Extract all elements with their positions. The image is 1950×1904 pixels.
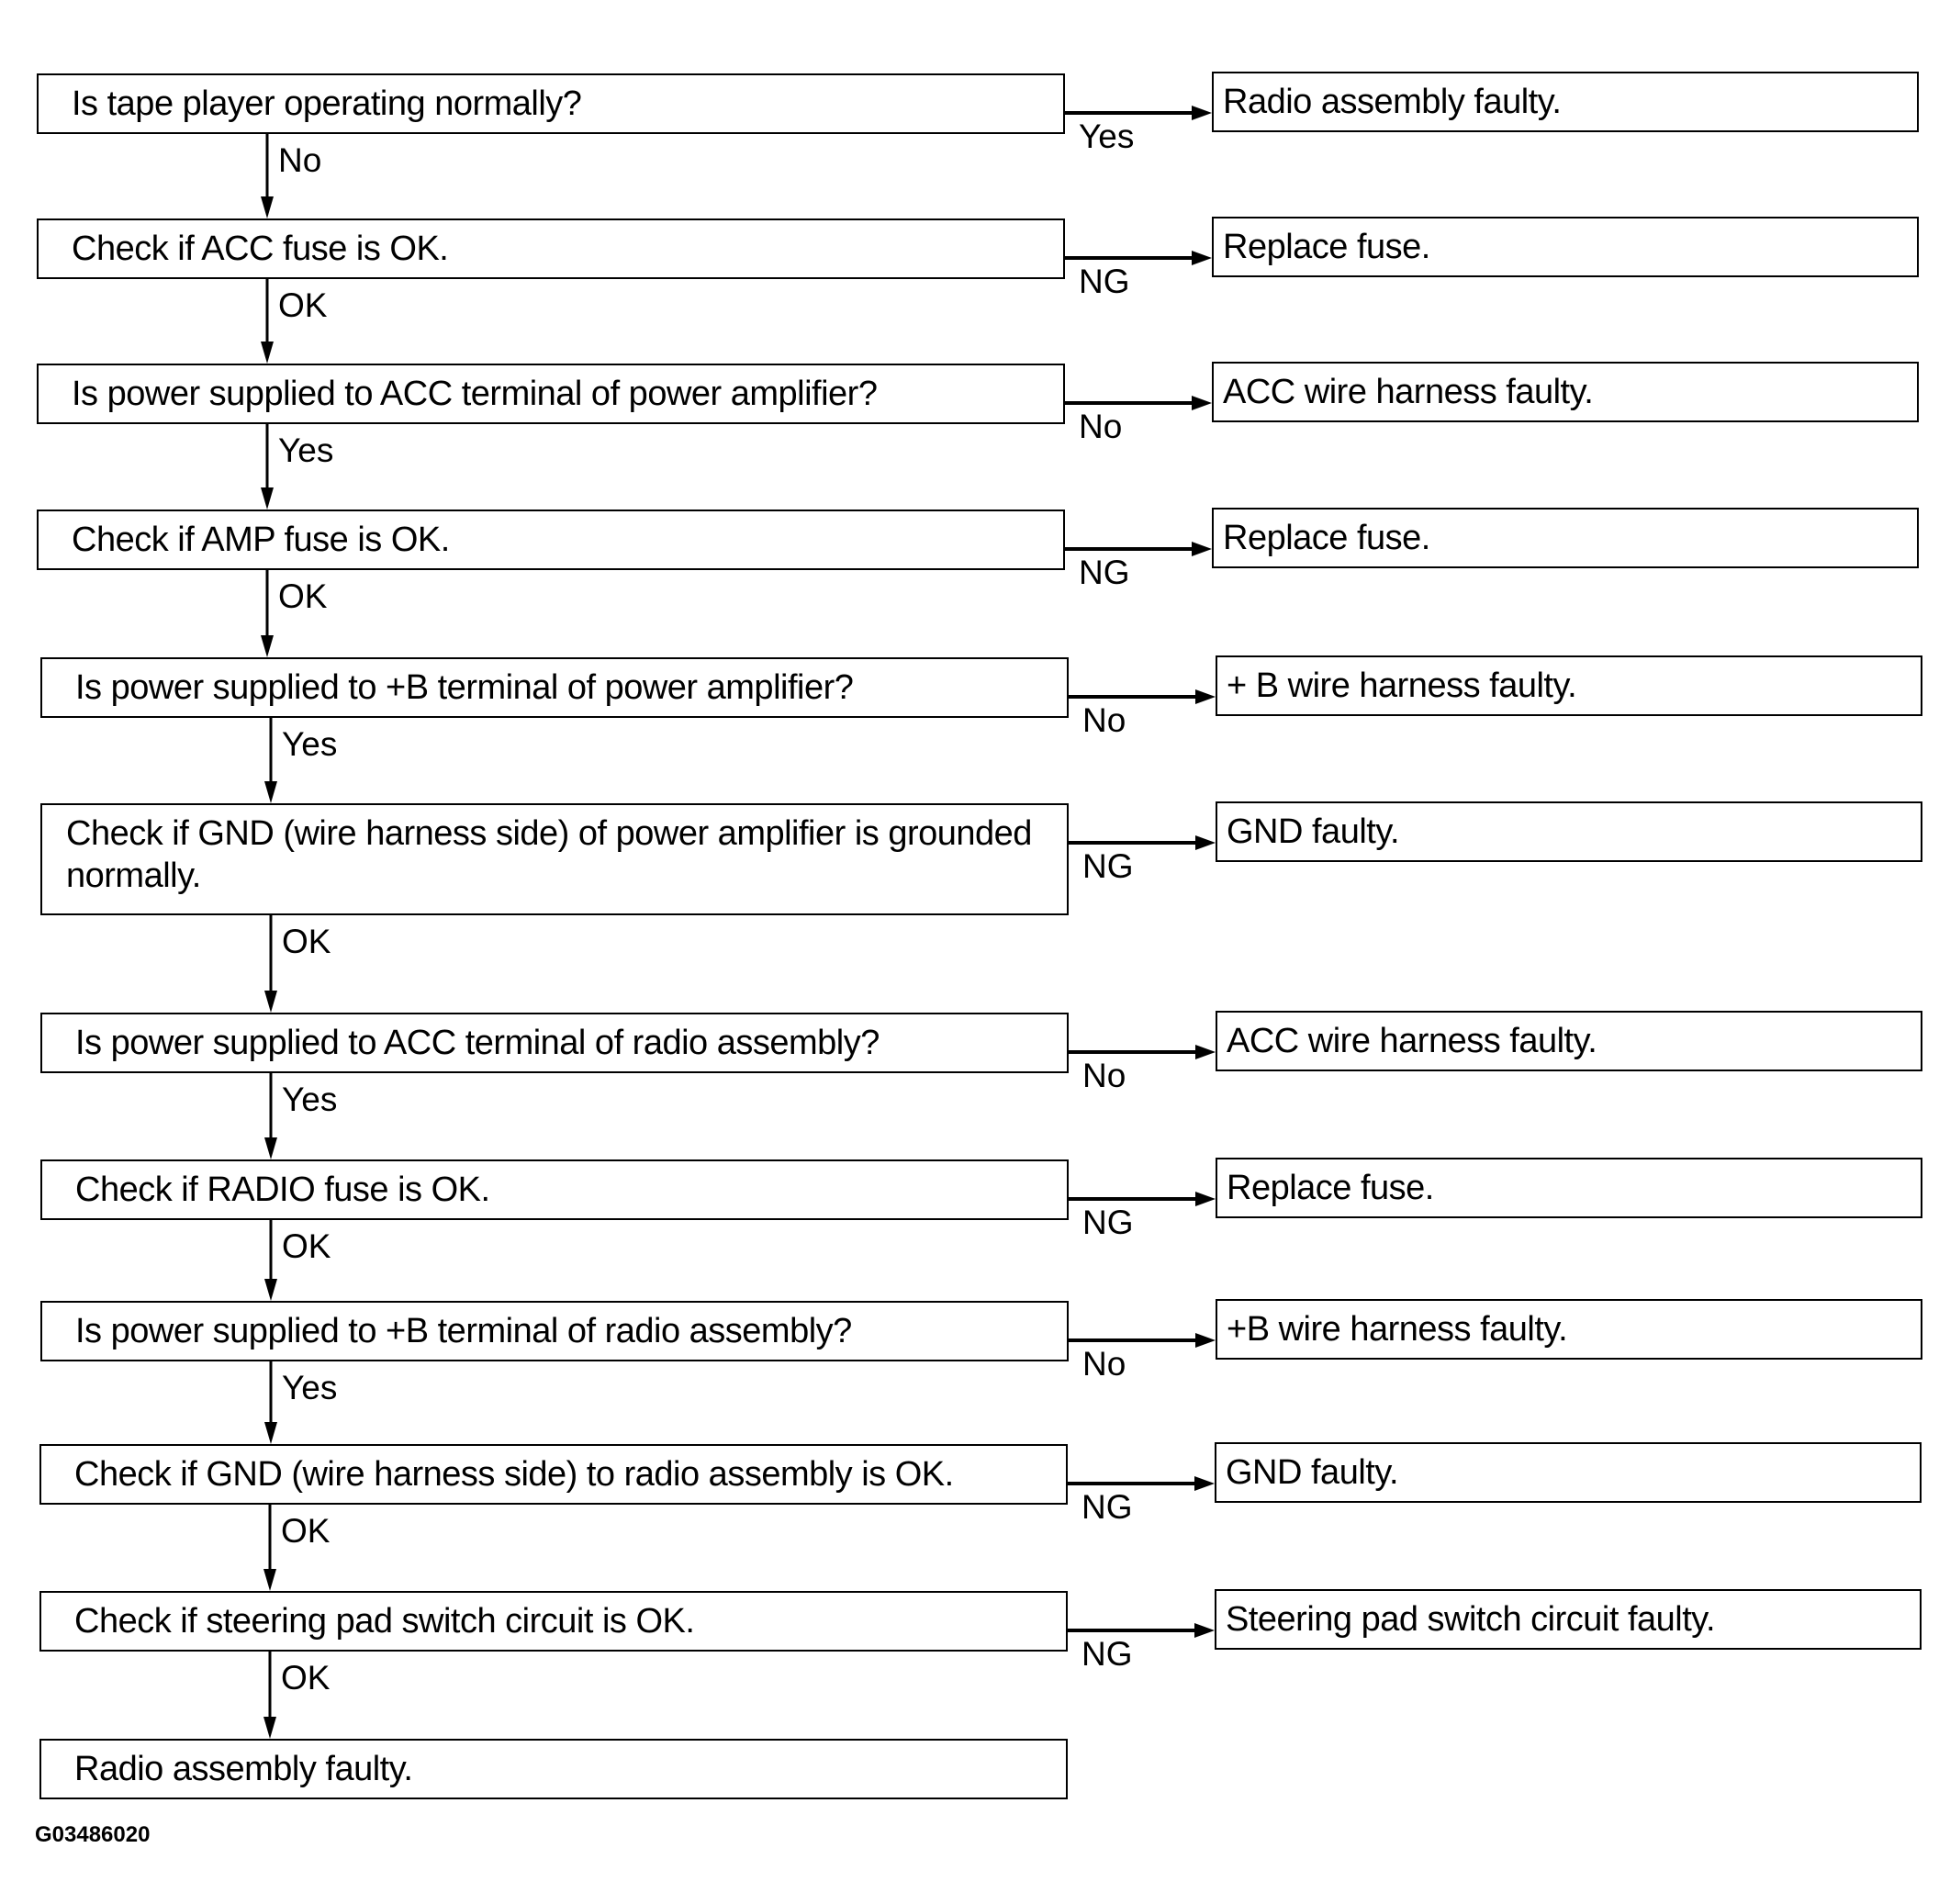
result-box: Steering pad switch circuit faulty. xyxy=(1215,1589,1922,1650)
arrowhead-icon xyxy=(1192,106,1212,120)
arrowhead-icon xyxy=(1192,542,1212,556)
step-box: Is power supplied to +B terminal of radi… xyxy=(40,1301,1069,1361)
branch-label: No xyxy=(1082,1057,1126,1094)
result-box: Replace fuse. xyxy=(1212,217,1919,277)
step-box: Radio assembly faulty. xyxy=(39,1739,1068,1799)
step-box: Is tape player operating normally? xyxy=(37,73,1065,134)
flow-label: Yes xyxy=(278,431,334,469)
result-box: GND faulty. xyxy=(1216,801,1922,862)
flow-label: OK xyxy=(278,286,328,324)
result-box: GND faulty. xyxy=(1215,1442,1922,1503)
result-box: Replace fuse. xyxy=(1212,508,1919,568)
arrowhead-icon xyxy=(263,1717,276,1739)
branch-label: NG xyxy=(1079,554,1130,591)
result-box: Radio assembly faulty. xyxy=(1212,72,1919,132)
flow-label: No xyxy=(278,141,322,179)
result-box: ACC wire harness faulty. xyxy=(1212,362,1919,422)
step-box: Check if RADIO fuse is OK. xyxy=(40,1159,1069,1220)
arrowhead-icon xyxy=(1195,1045,1216,1059)
arrowhead-icon xyxy=(264,1279,277,1301)
branch-label: NG xyxy=(1082,847,1134,885)
arrowhead-icon xyxy=(261,635,274,657)
flow-label: OK xyxy=(281,1512,331,1550)
flow-label: Yes xyxy=(282,1081,338,1118)
arrowhead-icon xyxy=(264,991,277,1013)
branch-label: NG xyxy=(1082,1204,1134,1241)
flow-label: Yes xyxy=(282,1369,338,1406)
branch-label: No xyxy=(1082,1345,1126,1383)
arrowhead-icon xyxy=(1194,1476,1215,1491)
branch-label: NG xyxy=(1081,1635,1133,1673)
branch-label: Yes xyxy=(1079,118,1135,155)
result-box: + B wire harness faulty. xyxy=(1216,655,1922,716)
figure-code: G03486020 xyxy=(35,1822,151,1847)
step-box: Is power supplied to ACC terminal of rad… xyxy=(40,1013,1069,1073)
arrowhead-icon xyxy=(1192,396,1212,410)
branch-label: NG xyxy=(1079,263,1130,300)
flow-label: OK xyxy=(281,1659,331,1697)
arrowhead-icon xyxy=(264,1422,277,1444)
result-box: +B wire harness faulty. xyxy=(1216,1299,1922,1360)
arrowhead-icon xyxy=(264,781,277,803)
flow-label: OK xyxy=(282,1227,331,1265)
step-box: Check if AMP fuse is OK. xyxy=(37,510,1065,570)
arrowhead-icon xyxy=(261,342,274,364)
arrowhead-icon xyxy=(1195,1192,1216,1206)
arrowhead-icon xyxy=(1194,1623,1215,1638)
branch-label: NG xyxy=(1081,1488,1133,1526)
arrowhead-icon xyxy=(261,487,274,510)
arrowhead-icon xyxy=(263,1569,276,1591)
result-box: ACC wire harness faulty. xyxy=(1216,1011,1922,1071)
arrowhead-icon xyxy=(1195,835,1216,850)
arrowhead-icon xyxy=(1195,1333,1216,1348)
branch-label: No xyxy=(1082,701,1126,739)
arrowhead-icon xyxy=(261,196,274,218)
branch-label: No xyxy=(1079,408,1123,445)
arrowhead-icon xyxy=(1192,251,1212,265)
step-box: Is power supplied to +B terminal of powe… xyxy=(40,657,1069,718)
step-box: Check if GND (wire harness side) to radi… xyxy=(39,1444,1068,1505)
arrowhead-icon xyxy=(1195,689,1216,704)
step-box: Check if GND (wire harness side) of powe… xyxy=(40,803,1069,915)
flow-label: OK xyxy=(278,577,328,615)
arrowhead-icon xyxy=(264,1137,277,1159)
flow-label: Yes xyxy=(282,725,338,763)
step-box: Check if steering pad switch circuit is … xyxy=(39,1591,1068,1652)
step-box: Check if ACC fuse is OK. xyxy=(37,218,1065,279)
result-box: Replace fuse. xyxy=(1216,1158,1922,1218)
step-box: Is power supplied to ACC terminal of pow… xyxy=(37,364,1065,424)
flow-label: OK xyxy=(282,923,331,960)
